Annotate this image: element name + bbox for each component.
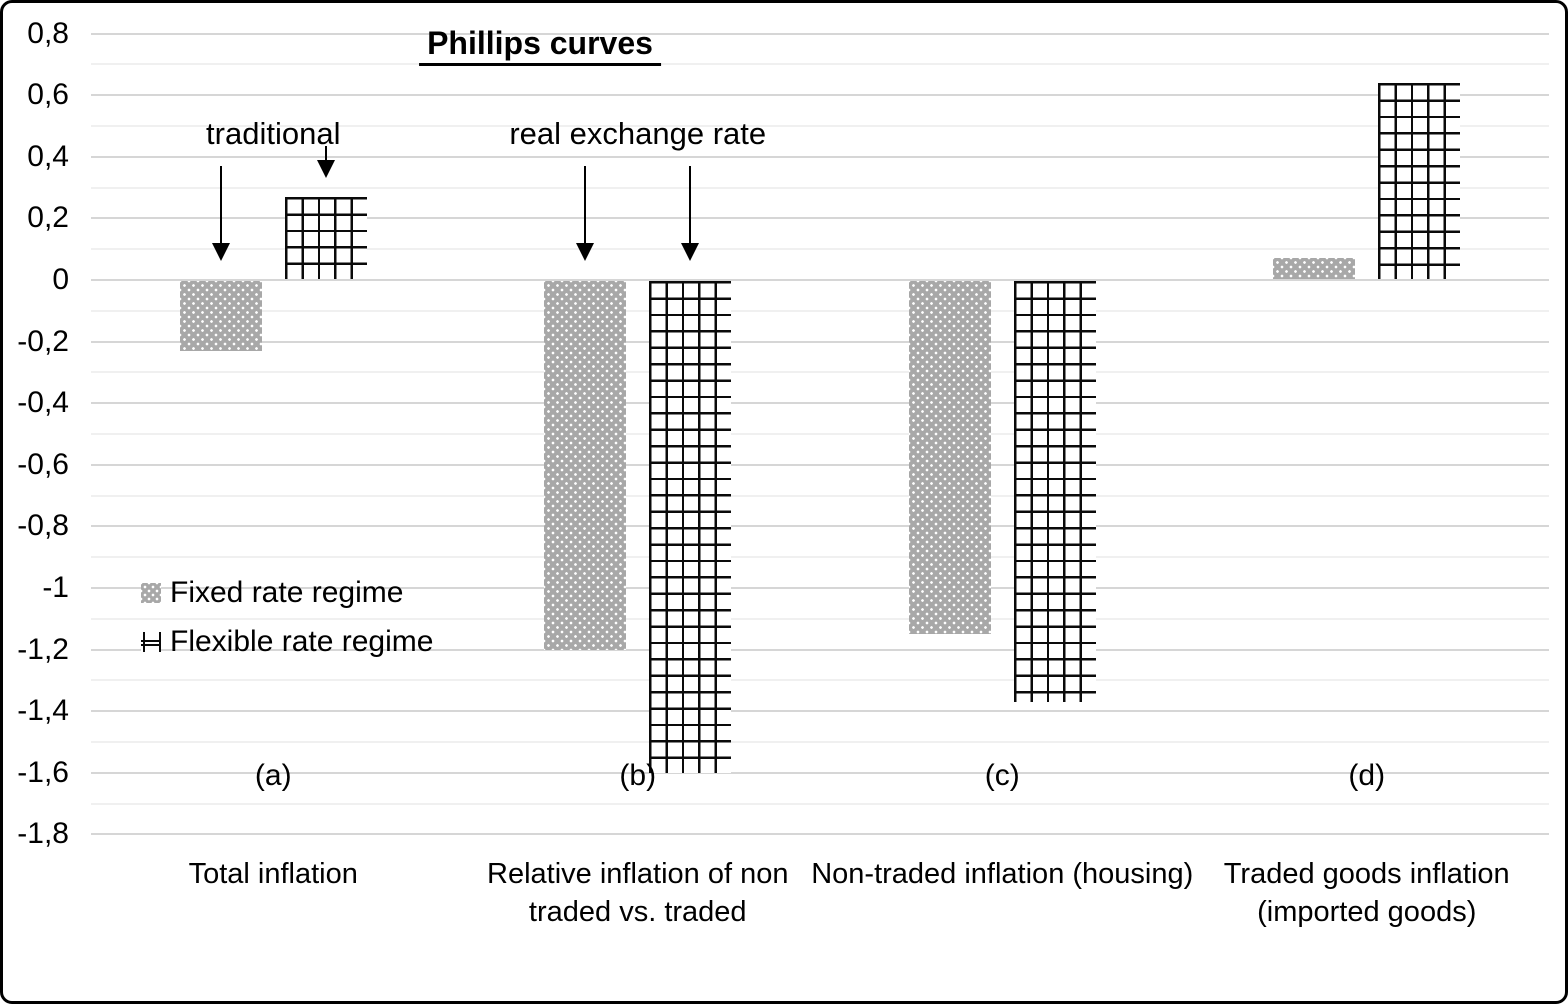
bar-a-flexible <box>284 196 367 279</box>
legend: Fixed rate regime Flexible rate regime <box>141 571 433 669</box>
gridline-minor <box>91 248 1549 251</box>
gridline-minor <box>91 186 1549 189</box>
gridline-minor <box>91 556 1549 559</box>
category-label-line: Total inflation <box>188 858 358 890</box>
gridline-minor <box>91 371 1549 374</box>
annotation-traditional: traditional <box>206 116 341 151</box>
category-tag-d: (d) <box>1348 759 1386 792</box>
gridline-minor <box>91 741 1549 743</box>
legend-item-flexible: Flexible rate regime <box>141 620 433 664</box>
annotation-arrow-head <box>316 159 335 178</box>
y-axis-tick-label: 0,6 <box>27 78 69 112</box>
annotation-arrow-head <box>681 243 700 261</box>
annotation-real-exchange-rate: real exchange rate <box>509 116 767 151</box>
category-label-c: Non-traded inflation (housing) <box>811 855 1193 893</box>
chart-title: Phillips curves <box>419 25 661 66</box>
gridline-minor <box>91 309 1549 312</box>
bar-b-fixed <box>544 281 627 650</box>
gridline-major <box>91 155 1549 158</box>
y-axis-tick-label: 0,4 <box>27 139 69 173</box>
gridline-major <box>91 771 1549 774</box>
category-label-a: Total inflation <box>189 855 358 893</box>
gridline-major <box>91 463 1549 466</box>
category-label-line: traded vs. traded <box>528 896 747 928</box>
gridline-major <box>91 648 1549 651</box>
y-axis-tick-label: -0,2 <box>17 324 69 358</box>
category-label-d: Traded goods inflation (imported goods) <box>1224 855 1510 931</box>
gridline-minor <box>91 802 1549 805</box>
category-label-b: Relative inflation of non traded vs. trad… <box>487 855 788 931</box>
y-axis-tick-label: -1,8 <box>17 817 69 851</box>
gridline-minor <box>91 679 1549 682</box>
y-axis-tick-label: -0,8 <box>17 509 69 543</box>
category-label-line: (imported goods) <box>1257 896 1477 928</box>
bar-c-flexible <box>1013 281 1096 702</box>
category-label-line: Traded goods inflation <box>1223 858 1510 890</box>
bar-a-fixed <box>179 281 262 351</box>
legend-label-fixed: Fixed rate regime <box>170 576 404 609</box>
bar-d-fixed <box>1273 258 1356 279</box>
y-axis-tick-label: 0,2 <box>27 201 69 235</box>
gridline-minor <box>91 433 1549 435</box>
legend-swatch-dotted-pattern <box>141 583 161 603</box>
y-axis-tick-label: -1,4 <box>17 694 69 728</box>
gridline-major <box>91 279 1549 281</box>
gridline-major <box>91 833 1549 836</box>
y-axis-tick-label: -1,2 <box>17 632 69 666</box>
y-axis-tick-label: -0,4 <box>17 386 69 420</box>
gridline-minor <box>91 617 1549 620</box>
gridline-major <box>91 710 1549 713</box>
legend-swatch-grid-pattern <box>141 632 161 652</box>
gridline-major <box>91 340 1549 343</box>
y-axis-tick-label: 0,8 <box>27 16 69 50</box>
category-tag-b: (b) <box>619 759 657 792</box>
annotation-arrow-line <box>324 145 327 163</box>
y-axis-tick-label: -0,6 <box>17 447 69 481</box>
legend-label-flexible: Flexible rate regime <box>170 625 434 658</box>
bar-c-fixed <box>908 281 991 635</box>
gridline-minor <box>91 63 1549 66</box>
bar-b-flexible <box>649 281 732 773</box>
category-tag-a: (a) <box>254 759 292 792</box>
gridline-minor <box>91 125 1549 127</box>
gridline-major <box>91 525 1549 528</box>
gridline-major <box>91 32 1549 35</box>
gridline-minor <box>91 494 1549 497</box>
gridline-major <box>91 587 1549 589</box>
bar-d-flexible <box>1378 82 1461 279</box>
gridline-major <box>91 217 1549 220</box>
annotation-arrow-line <box>689 166 692 246</box>
annotation-arrow-line <box>219 166 222 246</box>
y-axis-tick-label: 0 <box>52 263 69 296</box>
legend-item-fixed: Fixed rate regime <box>141 571 433 615</box>
annotation-arrow-head <box>576 243 595 261</box>
y-axis-tick-label: -1,6 <box>17 755 69 789</box>
gridline-major <box>91 94 1549 97</box>
category-label-line: Non-traded inflation (housing) <box>811 858 1194 890</box>
annotation-arrow-line <box>584 166 587 246</box>
gridline-major <box>91 402 1549 405</box>
category-label-line: Relative inflation of non <box>487 858 789 890</box>
annotation-arrow-head <box>211 243 230 261</box>
category-tag-c: (c) <box>984 759 1020 792</box>
y-axis-tick-label: -1 <box>42 571 69 604</box>
